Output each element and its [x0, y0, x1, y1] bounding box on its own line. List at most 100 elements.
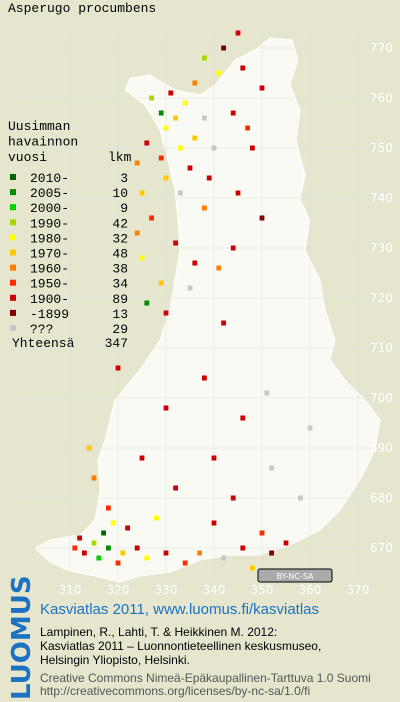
observation-square: [240, 545, 246, 551]
observation-square: [202, 115, 207, 121]
observation-square: [163, 550, 169, 556]
observation-square: [269, 465, 274, 471]
observation-square: [216, 70, 222, 76]
observation-square: [221, 320, 226, 326]
observation-square: [115, 365, 121, 371]
legend-count: 9: [120, 201, 128, 216]
observation-square: [250, 565, 255, 571]
observation-square: [101, 530, 106, 536]
y-grid-label: 700: [370, 391, 393, 405]
y-grid-label: 730: [370, 241, 393, 255]
legend-label: 2010-: [30, 171, 69, 186]
observation-square: [221, 45, 226, 51]
observation-square: [149, 95, 154, 101]
observation-square: [187, 165, 193, 171]
y-grid-label: 680: [370, 491, 393, 505]
observation-square: [96, 555, 102, 561]
legend-count: 32: [112, 231, 128, 246]
legend-count-header: lkm: [108, 150, 132, 165]
legend-header: vuosi: [8, 150, 47, 165]
observation-square: [178, 190, 183, 196]
observation-square: [173, 115, 178, 121]
observation-square: [144, 300, 150, 306]
observation-square: [202, 205, 207, 211]
x-grid-label: 330: [155, 583, 178, 597]
license: http://creativecommons.org/licenses/by-n…: [40, 684, 310, 698]
y-grid-label: 670: [370, 541, 393, 555]
legend-total: 347: [105, 336, 128, 351]
observation-square: [307, 425, 313, 431]
observation-square: [91, 475, 97, 481]
legend-swatch: [10, 264, 16, 271]
y-grid-label: 770: [370, 41, 393, 55]
x-grid-label: 360: [299, 583, 322, 597]
observation-square: [192, 260, 198, 266]
observation-square: [163, 175, 169, 181]
legend-header: Uusimman: [8, 119, 70, 134]
legend-swatch: [10, 325, 16, 331]
legend-count: 48: [112, 247, 128, 262]
observation-square: [149, 215, 154, 221]
observation-square: [158, 155, 164, 161]
observation-square: [134, 160, 140, 166]
observation-square: [115, 560, 121, 566]
observation-square: [235, 190, 241, 196]
observation-square: [110, 520, 116, 526]
legend-swatch: [10, 189, 16, 196]
citation: Lampinen, R., Lahti, T. & Heikkinen M. 2…: [40, 625, 277, 639]
observation-square: [298, 495, 303, 501]
observation-square: [91, 540, 97, 546]
observation-square: [106, 545, 111, 551]
observation-square: [139, 190, 145, 196]
legend-count: 38: [112, 262, 128, 277]
observation-square: [139, 255, 145, 261]
legend-label: ???: [30, 322, 53, 337]
observation-square: [144, 140, 150, 146]
observation-square: [187, 285, 193, 291]
observation-square: [192, 80, 198, 86]
observation-square: [216, 265, 222, 271]
legend-swatch: [10, 234, 16, 241]
observation-square: [182, 100, 188, 106]
legend-count: 3: [120, 171, 128, 186]
legend-swatch: [10, 249, 16, 256]
observation-square: [158, 280, 164, 286]
cc-badge: [257, 568, 333, 583]
observation-square: [168, 90, 174, 96]
observation-square: [173, 240, 178, 246]
observation-square: [230, 245, 236, 251]
observation-square: [163, 125, 169, 131]
observation-square: [240, 415, 246, 421]
citation: Helsingin Yliopisto, Helsinki.: [40, 653, 190, 667]
y-grid-label: 750: [370, 141, 393, 155]
org-logo: LUOMUS: [7, 575, 37, 700]
observation-square: [235, 30, 241, 36]
legend-label: 2000-: [30, 201, 69, 216]
observation-square: [106, 505, 111, 511]
x-grid-label: 340: [203, 583, 226, 597]
legend-label: 1980-: [30, 231, 69, 246]
observation-square: [120, 550, 126, 556]
observation-square: [264, 390, 270, 396]
observation-square: [202, 375, 207, 381]
y-grid-label: 760: [370, 91, 393, 105]
observation-square: [245, 125, 250, 131]
citation: Kasviatlas 2011 – Luonnontieteellinen ke…: [40, 639, 321, 653]
legend-swatch: [10, 219, 16, 226]
observation-square: [139, 455, 145, 461]
observation-square: [158, 110, 164, 116]
observation-square: [230, 495, 236, 501]
legend-label: 1950-: [30, 277, 69, 292]
cc-badge-text: BY-NC-SA: [276, 572, 314, 581]
legend-swatch: [10, 294, 16, 301]
observation-square: [182, 560, 188, 566]
x-grid-label: 320: [107, 583, 130, 597]
legend-label: 2005-: [30, 186, 69, 201]
observation-square: [283, 540, 289, 546]
observation-square: [134, 545, 140, 551]
observation-square: [211, 520, 217, 526]
observation-square: [197, 550, 202, 556]
legend-total-label: Yhteensä: [12, 336, 75, 351]
finland-outline: [34, 37, 381, 583]
